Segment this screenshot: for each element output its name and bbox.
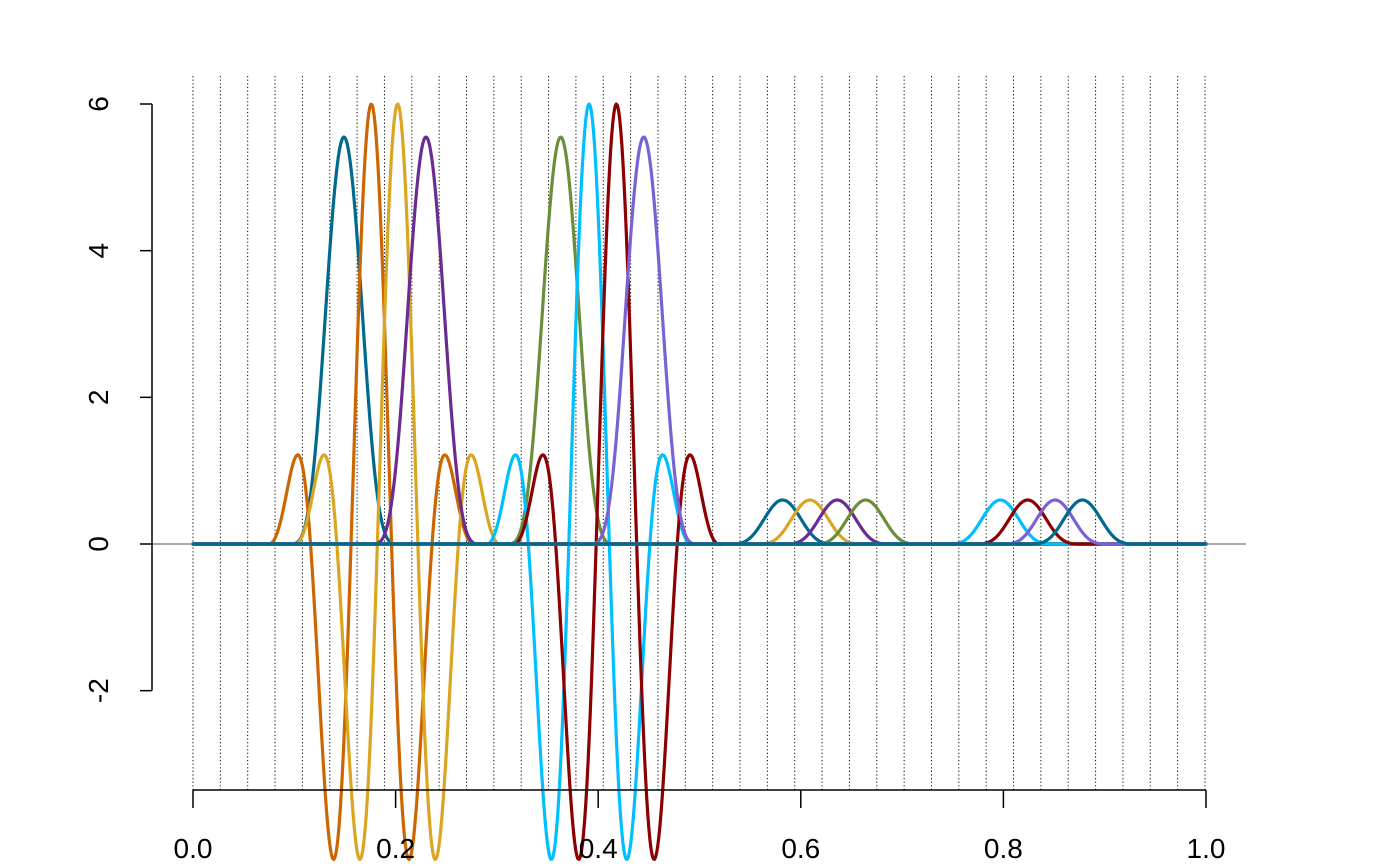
y-tick-label: -2: [83, 678, 114, 703]
x-tick-label: 1.0: [1187, 833, 1226, 864]
series-line-11: [191, 498, 1208, 546]
series-curves: [191, 102, 1208, 862]
series-line-15: [191, 498, 1208, 546]
series-line-12: [191, 498, 1208, 546]
x-tick-label: 0.6: [781, 833, 820, 864]
series-line-10: [191, 498, 1208, 546]
y-tick-label: 0: [83, 536, 114, 552]
x-tick-label: 0.2: [376, 833, 415, 864]
series-line-14: [191, 498, 1208, 546]
x-tick-label: 0.8: [984, 833, 1023, 864]
x-tick-label: 0.4: [579, 833, 618, 864]
series-line-13: [191, 498, 1208, 546]
y-axis: -2 0 2 4 6: [83, 96, 153, 703]
y-tick-label: 4: [83, 243, 114, 259]
knot-gridlines: [192, 76, 1206, 790]
x-tick-label: 0.0: [174, 833, 213, 864]
y-tick-label: 6: [83, 96, 114, 112]
series-line-9: [191, 498, 1208, 546]
x-axis: 0.0 0.2 0.4 0.6 0.8 1.0: [174, 789, 1226, 864]
series-line-16: [191, 498, 1208, 546]
y-tick-label: 2: [83, 390, 114, 406]
